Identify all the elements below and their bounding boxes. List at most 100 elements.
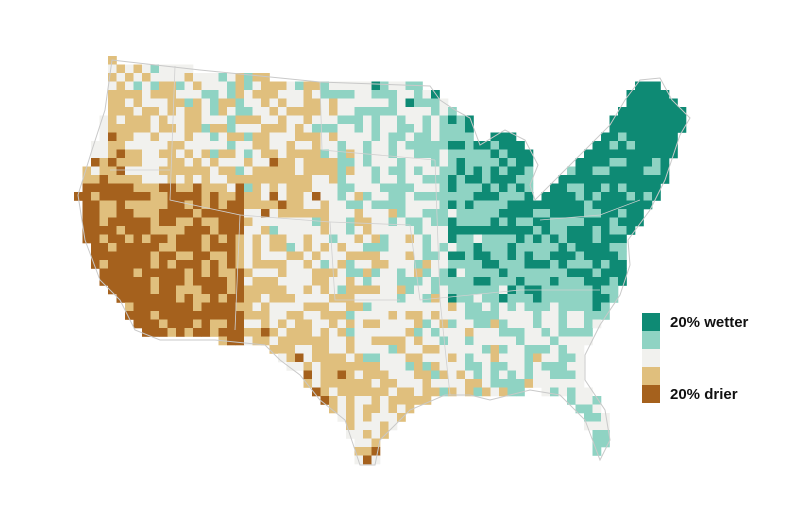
map-cell <box>584 209 593 218</box>
map-cell <box>490 302 500 312</box>
map-cell <box>422 285 432 295</box>
map-cell <box>303 302 313 312</box>
map-cell <box>167 200 177 210</box>
map-cell <box>592 209 602 218</box>
map-cell <box>286 353 296 363</box>
map-cell <box>635 175 644 184</box>
map-cell <box>184 217 194 227</box>
map-cell <box>397 370 406 380</box>
map-cell <box>558 175 568 184</box>
map-cell <box>609 124 619 133</box>
map-cell <box>482 166 491 176</box>
map-cell <box>303 209 313 218</box>
map-cell <box>346 413 355 422</box>
map-cell <box>150 132 160 142</box>
map-cell <box>533 328 542 337</box>
map-cell <box>541 311 551 320</box>
map-cell <box>660 166 670 176</box>
map-cell <box>286 98 296 108</box>
map-cell <box>388 387 398 397</box>
map-cell <box>354 370 364 380</box>
map-cell <box>184 183 194 193</box>
map-cell <box>346 430 355 439</box>
map-cell <box>278 132 287 142</box>
map-cell <box>167 132 177 142</box>
map-cell <box>363 226 372 235</box>
map-cell <box>295 200 304 210</box>
map-cell <box>490 370 500 380</box>
map-cell <box>592 200 602 210</box>
map-cell <box>235 158 245 167</box>
map-cell <box>218 285 228 295</box>
map-cell <box>439 370 449 380</box>
map-cell <box>439 251 449 261</box>
map-cell <box>431 268 440 278</box>
map-cell <box>439 158 449 167</box>
map-cell <box>176 90 185 99</box>
map-cell <box>329 336 338 346</box>
map-cell <box>252 81 262 91</box>
map-cell <box>210 98 219 108</box>
map-cell <box>286 243 296 252</box>
map-cell <box>252 90 262 99</box>
map-cell <box>465 285 474 295</box>
map-cell <box>601 311 610 320</box>
map-cell <box>635 158 644 167</box>
map-cell <box>312 107 321 116</box>
map-cell <box>371 447 381 456</box>
map-cell <box>465 319 474 329</box>
map-cell <box>618 226 627 235</box>
map-cell <box>278 353 287 363</box>
map-cell <box>133 277 143 286</box>
map-cell <box>252 200 262 210</box>
map-cell <box>167 268 177 278</box>
map-cell <box>116 141 126 150</box>
map-cell <box>363 379 372 388</box>
map-cell <box>626 192 636 201</box>
map-cell <box>405 149 415 159</box>
map-cell <box>227 124 236 133</box>
map-cell <box>261 141 270 150</box>
map-cell <box>193 124 202 133</box>
map-cell <box>380 260 389 269</box>
map-cell <box>584 166 593 176</box>
map-cell <box>363 294 372 303</box>
map-cell <box>414 158 423 167</box>
map-cell <box>329 404 338 414</box>
map-cell <box>499 387 508 397</box>
map-cell <box>329 319 338 329</box>
map-cell <box>388 268 398 278</box>
map-cell <box>82 183 92 193</box>
map-cell <box>388 285 398 295</box>
map-cell <box>108 175 117 184</box>
map-cell <box>125 209 134 218</box>
map-cell <box>431 200 440 210</box>
map-cell <box>184 158 194 167</box>
map-cell <box>244 98 253 108</box>
map-cell <box>499 336 508 346</box>
map-cell <box>380 90 389 99</box>
map-cell <box>108 243 117 252</box>
map-cell <box>465 362 474 371</box>
map-cell <box>669 115 678 125</box>
map-cell <box>558 260 568 269</box>
map-cell <box>363 319 372 329</box>
map-cell <box>108 209 117 218</box>
map-cell <box>592 404 602 414</box>
map-cell <box>431 362 440 371</box>
map-cell <box>184 209 194 218</box>
map-cell <box>337 200 347 210</box>
map-cell <box>210 115 219 125</box>
map-cell <box>371 141 381 150</box>
map-cell <box>482 200 491 210</box>
map-cell <box>176 226 185 235</box>
map-cell <box>456 158 466 167</box>
map-cell <box>286 192 296 201</box>
map-cell <box>278 200 287 210</box>
map-cell <box>618 158 627 167</box>
map-cell <box>235 192 245 201</box>
map-cell <box>337 302 347 312</box>
map-cell <box>584 268 593 278</box>
map-cell <box>82 200 92 210</box>
map-cell <box>397 107 406 116</box>
